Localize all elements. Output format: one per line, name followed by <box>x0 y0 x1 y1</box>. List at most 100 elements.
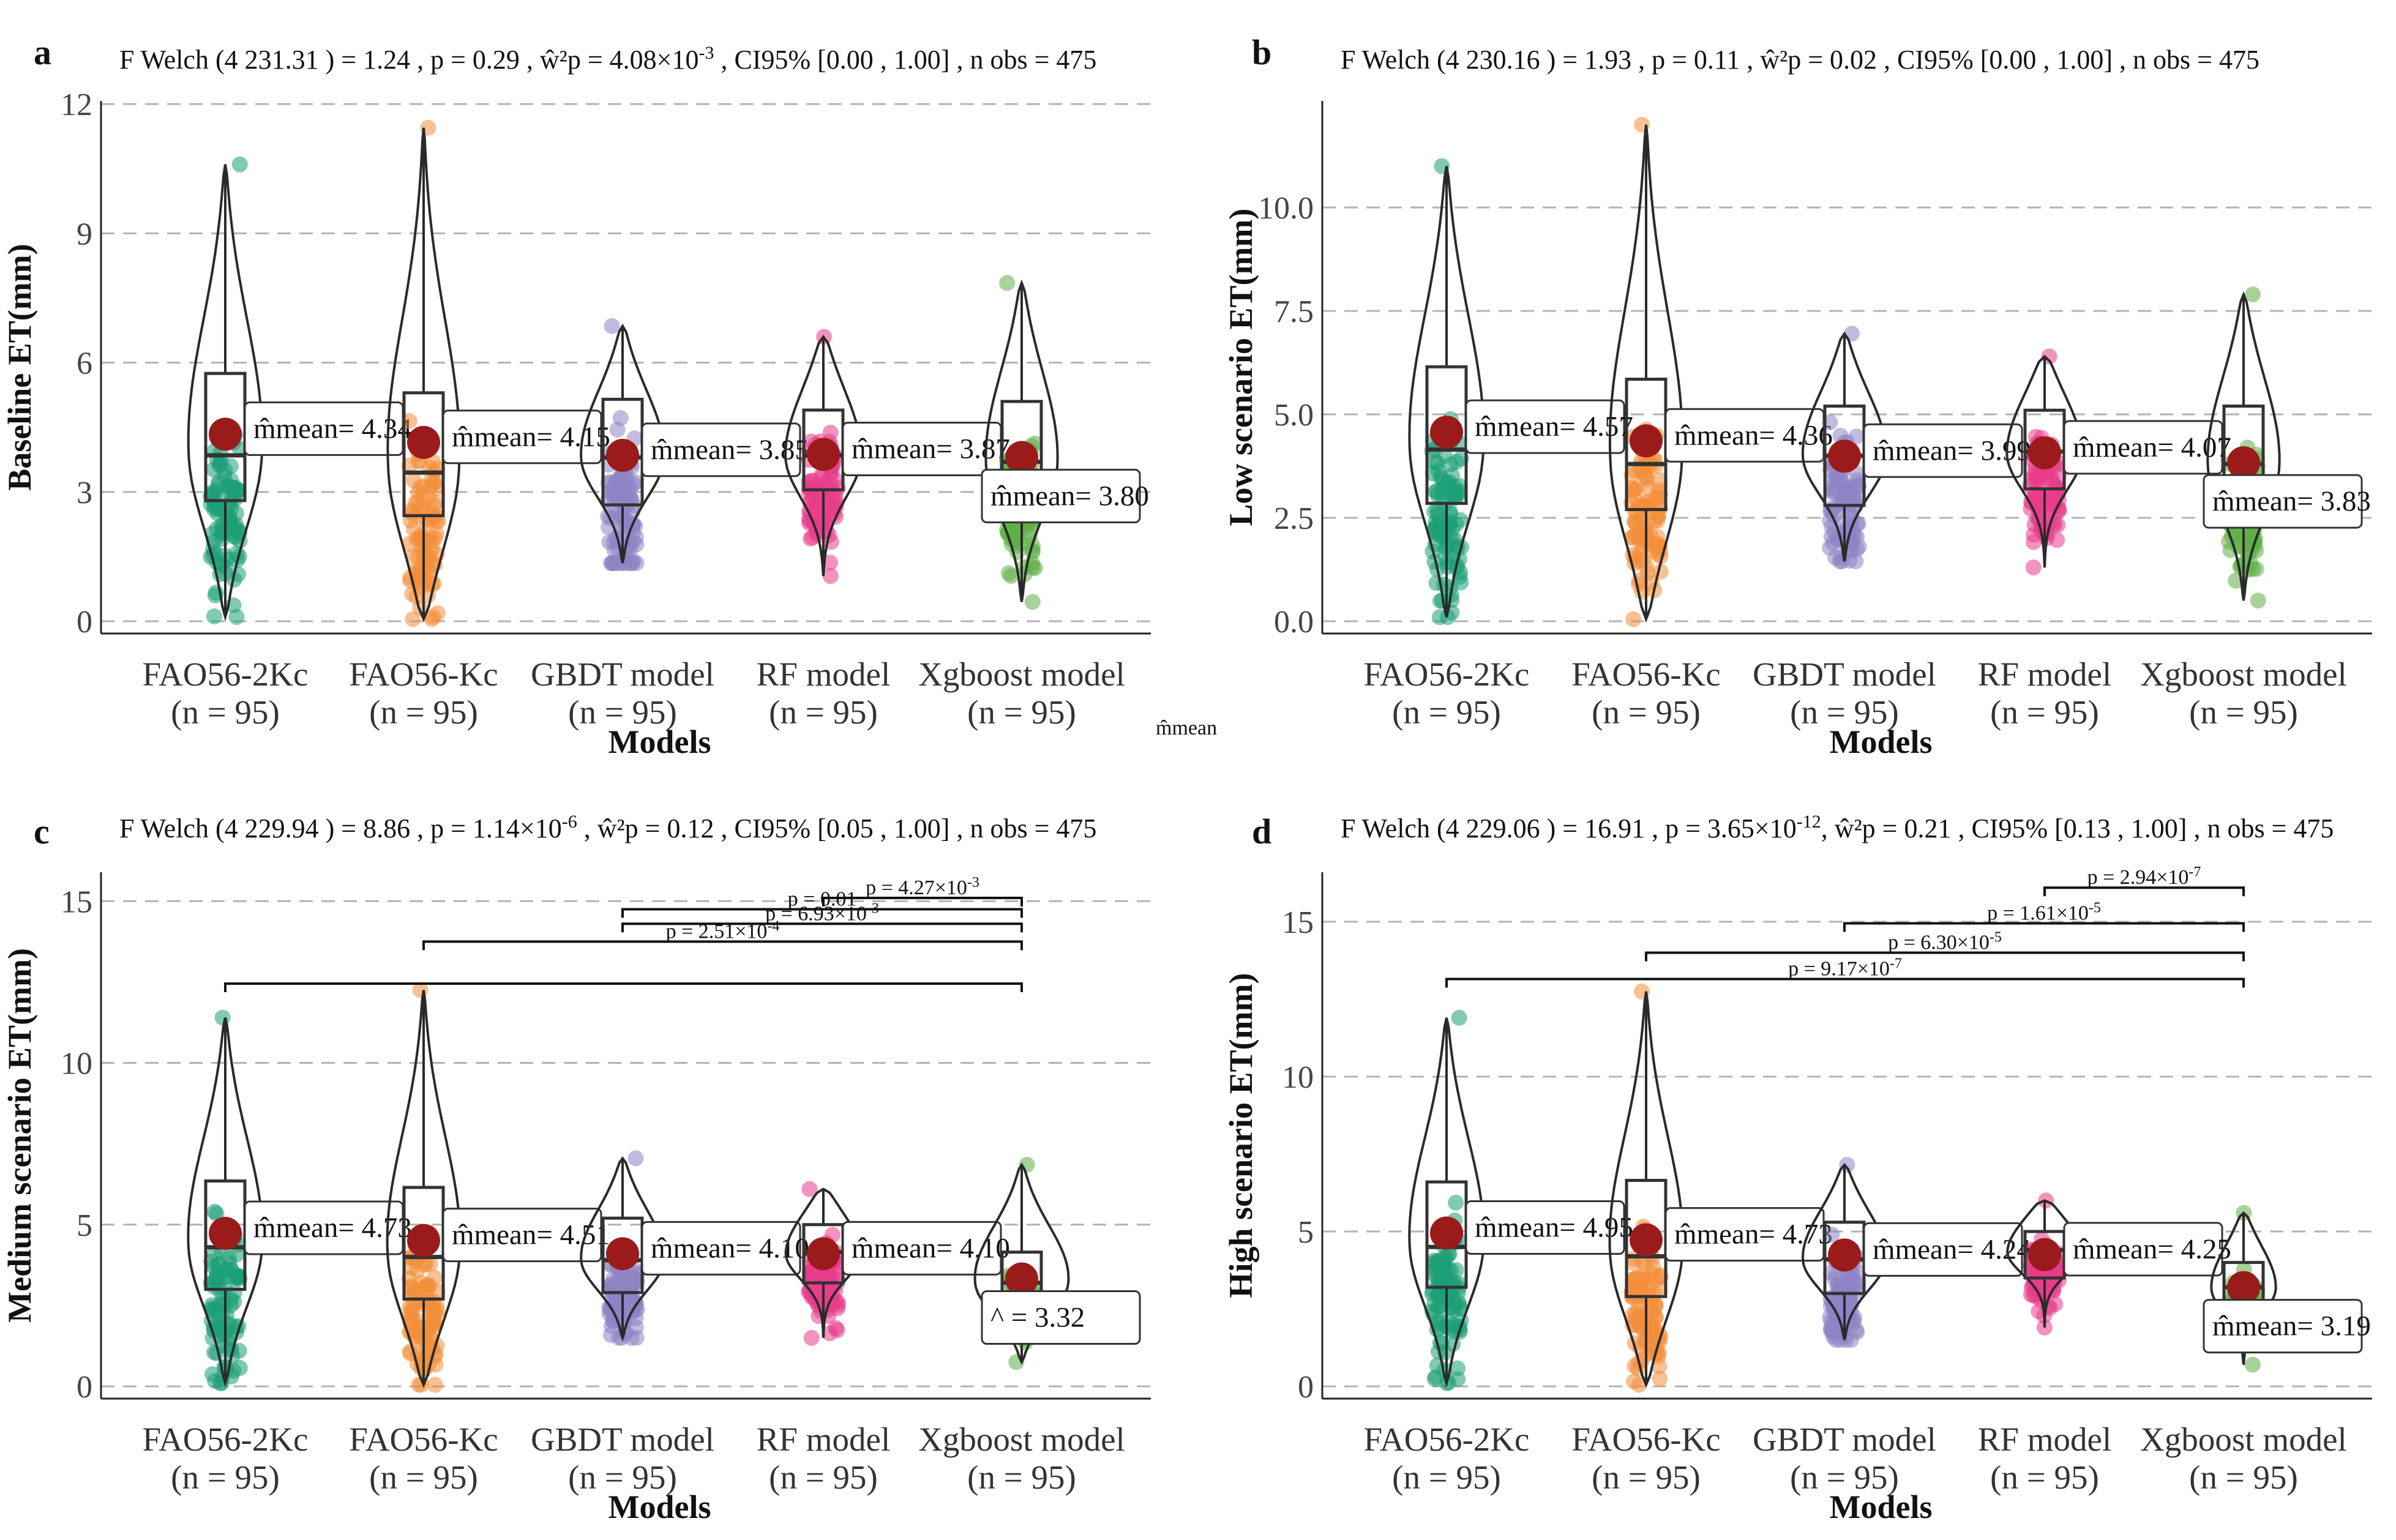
mean-label-box <box>981 1290 1141 1345</box>
category-group: m̂mean= 4.25 <box>2006 1192 2231 1336</box>
panel-b: b F Welch (4 230.16 ) = 1.93 , p = 0.11 ,… <box>1222 32 2372 760</box>
category-group: m̂mean= 4.57 <box>1408 158 1633 626</box>
category-group: m̂mean= 4.95 <box>1408 1009 1633 1391</box>
x-category-label: FAO56-2Kc <box>1364 1421 1530 1458</box>
mean-label-box <box>2063 420 2223 475</box>
data-point <box>822 555 839 571</box>
data-point <box>1633 1276 1649 1292</box>
data-point <box>1429 1286 1446 1303</box>
data-point <box>425 1312 441 1328</box>
y-tick-label: 6 <box>77 346 92 381</box>
y-tick-label: 10 <box>61 1047 92 1082</box>
data-point <box>1445 1317 1461 1333</box>
x-category-label: Xgboost model <box>2140 656 2347 693</box>
category-group: m̂mean= 4.15 <box>386 119 610 627</box>
data-point <box>427 474 443 490</box>
data-point <box>419 1293 435 1310</box>
mean-label: m̂mean= 4.73 <box>1674 1219 1833 1250</box>
mean-dot <box>1005 1262 1038 1296</box>
data-point <box>803 1329 820 1346</box>
y-axis-title: Low scenario ET(mm) <box>1222 209 1259 526</box>
bracket-label: p = 2.94×10-7 <box>2087 864 2201 889</box>
mean-label: m̂mean= 3.99 <box>1873 435 2031 466</box>
data-point <box>1843 326 1860 342</box>
mean-label: m̂mean= 4.95 <box>1475 1212 1633 1244</box>
bracket-line <box>822 896 1023 906</box>
data-point <box>219 551 235 567</box>
mean-label-box <box>641 1220 801 1276</box>
data-point <box>403 1309 420 1325</box>
mean-label-box <box>1863 423 2023 478</box>
data-point <box>2047 1296 2064 1312</box>
data-point <box>2023 471 2040 488</box>
y-tick-label: 15 <box>61 884 92 919</box>
mean-label-box <box>442 1208 602 1263</box>
panel-letter: a <box>34 32 51 72</box>
data-point <box>424 540 440 557</box>
significance-bracket: p = 2.51×10-4 <box>422 918 1023 951</box>
mean-dot <box>1828 1238 1861 1272</box>
x-category-label: GBDT model <box>531 1421 714 1458</box>
x-category-label: FAO56-2Kc <box>143 656 309 693</box>
bracket-label: p = 4.27×10-3 <box>866 875 979 899</box>
data-point <box>1849 472 1865 488</box>
y-tick-label: 5.0 <box>1274 398 1314 433</box>
x-category-label: GBDT model <box>1753 656 1936 693</box>
significance-bracket: p = 6.93×10-3 <box>621 900 1023 933</box>
panel-letter: b <box>1252 32 1271 72</box>
x-n-label: (n = 95) <box>1990 1459 2099 1496</box>
x-n-label: (n = 95) <box>568 693 677 731</box>
mean-label: m̂mean= 3.83 <box>2212 485 2371 517</box>
data-point <box>231 156 248 173</box>
category-group: m̂mean= 3.87 <box>784 329 1010 585</box>
y-tick-label: 0 <box>77 605 92 640</box>
data-point <box>2049 532 2065 548</box>
mean-dot <box>407 1224 440 1257</box>
x-n-label: (n = 95) <box>967 693 1076 731</box>
category-group: m̂mean= 4.34 <box>187 156 412 625</box>
data-point <box>228 529 244 545</box>
data-point <box>1451 1009 1467 1026</box>
significance-bracket: p = 9.17×10-7 <box>1445 956 2245 988</box>
data-point <box>1431 1320 1448 1337</box>
mean-dot <box>606 1237 639 1271</box>
mean-label: m̂mean= 4.51 <box>452 1219 610 1251</box>
x-category-label: FAO56-Kc <box>349 656 498 693</box>
data-point <box>603 1318 620 1334</box>
x-n-label: (n = 95) <box>568 1459 677 1496</box>
data-point <box>1651 1358 1668 1375</box>
x-n-label: (n = 95) <box>1392 693 1501 731</box>
mean-label-box <box>2203 474 2363 529</box>
category-group: m̂mean= 4.07 <box>2005 348 2231 576</box>
data-point <box>604 555 620 571</box>
data-point <box>1450 1360 1466 1377</box>
data-point <box>1453 574 1469 591</box>
bracket-line <box>2043 886 2245 897</box>
x-category-label: RF model <box>1978 1421 2112 1458</box>
mean-dot <box>209 417 242 451</box>
mean-dot <box>209 1217 242 1250</box>
x-category-label: Xgboost model <box>918 656 1125 693</box>
data-point <box>2024 1279 2040 1296</box>
mean-dot <box>1828 439 1861 473</box>
bracket-line <box>1843 922 2245 932</box>
mean-label-box <box>2203 1299 2363 1354</box>
mean-label: ^ = 3.32 <box>990 1302 1085 1334</box>
panel-d: d F Welch (4 229.06 ) = 16.91 , p = 3.65×… <box>1222 812 2372 1525</box>
data-point <box>1003 567 1019 584</box>
data-point <box>1626 1373 1642 1389</box>
y-tick-label: 10 <box>1282 1060 1314 1095</box>
data-point <box>418 1347 435 1363</box>
y-axis-title: Baseline ET(mm) <box>1 244 38 490</box>
category-group: m̂mean= 3.80 <box>981 275 1149 610</box>
data-point <box>1848 1276 1865 1292</box>
data-point <box>822 568 839 585</box>
data-point <box>827 472 844 488</box>
bracket-line <box>621 922 1023 933</box>
category-group: m̂mean= 4.73 <box>1608 983 1833 1393</box>
data-point <box>604 318 620 334</box>
panel-c: c F Welch (4 229.94 ) = 8.86 , p = 1.14×1… <box>1 812 1151 1525</box>
data-point <box>1645 495 1662 512</box>
data-point <box>1650 482 1667 498</box>
x-category-label: RF model <box>1978 656 2112 693</box>
